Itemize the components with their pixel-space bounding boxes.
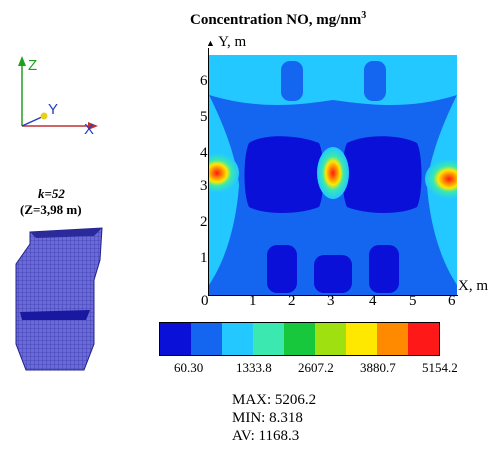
contour-low-left <box>244 136 324 213</box>
plot-title-text: Concentration NO, mg/nm <box>190 12 362 28</box>
y-tick: 4 <box>200 145 208 161</box>
y-axis-label-text: Y, m <box>218 34 247 50</box>
furnace-top <box>30 228 102 238</box>
plot-title: Concentration NO, mg/nm3 <box>190 10 366 29</box>
x-tick: 0 <box>201 293 209 309</box>
triad-z-label: Z <box>28 57 37 74</box>
contour-low-bottom-right <box>369 245 399 293</box>
colorbar-swatch <box>191 323 222 355</box>
colorbar-label: 60.30 <box>174 360 204 375</box>
x-arrow-icon <box>88 122 98 130</box>
colorbar-swatch <box>284 323 315 355</box>
y-axis-label: ▲ Y, m <box>206 34 246 51</box>
slice-index-label: k=52 <box>38 186 65 202</box>
y-axis-arrow-icon: ▲ <box>206 38 215 48</box>
x-tick: 3 <box>327 293 335 309</box>
hotspot-center <box>317 147 349 199</box>
contour-plot <box>209 55 457 295</box>
hotspot-left <box>209 153 239 193</box>
colorbar-label: 3880.7 <box>360 360 396 375</box>
x-axis-label-text: X, m <box>458 278 488 294</box>
colorbar-swatch <box>160 323 191 355</box>
y-axis-icon <box>21 115 45 127</box>
z-arrow-icon <box>18 56 26 66</box>
x-axis-line <box>208 295 458 296</box>
y-tick: 1 <box>200 250 208 266</box>
x-tick: 4 <box>369 293 377 309</box>
y-tick: 5 <box>200 109 208 125</box>
x-tick: 5 <box>409 293 417 309</box>
y-tick: 2 <box>200 214 208 230</box>
furnace-mesh-image <box>15 227 103 371</box>
colorbar-label: 5154.2 <box>422 360 458 375</box>
y-tick: 3 <box>200 178 208 194</box>
y-axis-line <box>208 48 209 295</box>
x-tick: 1 <box>249 293 257 309</box>
colorbar-swatch <box>315 323 346 355</box>
contour-region-upper-left <box>281 61 303 101</box>
colorbar-swatch <box>408 323 439 355</box>
x-axis-label: X, m <box>458 278 488 295</box>
colorbar-swatch <box>377 323 408 355</box>
plot-title-superscript: 3 <box>361 10 367 21</box>
stat-av: AV: 1168.3 <box>232 428 300 444</box>
axis-triad: Z Y X <box>18 56 98 138</box>
triad-y-label: Y <box>48 101 58 118</box>
colorbar-swatch <box>346 323 377 355</box>
hotspot-right <box>425 159 457 199</box>
colorbar-label: 2607.2 <box>298 360 334 375</box>
contour-region-upper-right <box>364 61 386 101</box>
contour-low-bottom-left <box>267 245 297 293</box>
contour-low-right <box>342 136 422 213</box>
stat-max: MAX: 5206.2 <box>232 392 317 408</box>
y-tick: 6 <box>200 73 208 89</box>
colorbar <box>159 322 440 356</box>
contour-region-upper <box>209 55 457 105</box>
colorbar-swatch <box>222 323 253 355</box>
contour-low-bottom-center <box>314 255 352 293</box>
x-tick: 6 <box>448 293 456 309</box>
stat-min: MIN: 8.318 <box>232 410 303 426</box>
y-axis-dot-icon <box>40 112 48 120</box>
slice-index-text: k=52 <box>38 186 65 201</box>
slice-plane <box>20 310 90 320</box>
triad-x-label: X <box>84 121 94 138</box>
colorbar-swatch <box>253 323 284 355</box>
furnace-body <box>15 227 103 371</box>
slice-z-label: (Z=3,98 m) <box>20 202 82 217</box>
x-tick: 2 <box>288 293 296 309</box>
colorbar-label: 1333.8 <box>236 360 272 375</box>
